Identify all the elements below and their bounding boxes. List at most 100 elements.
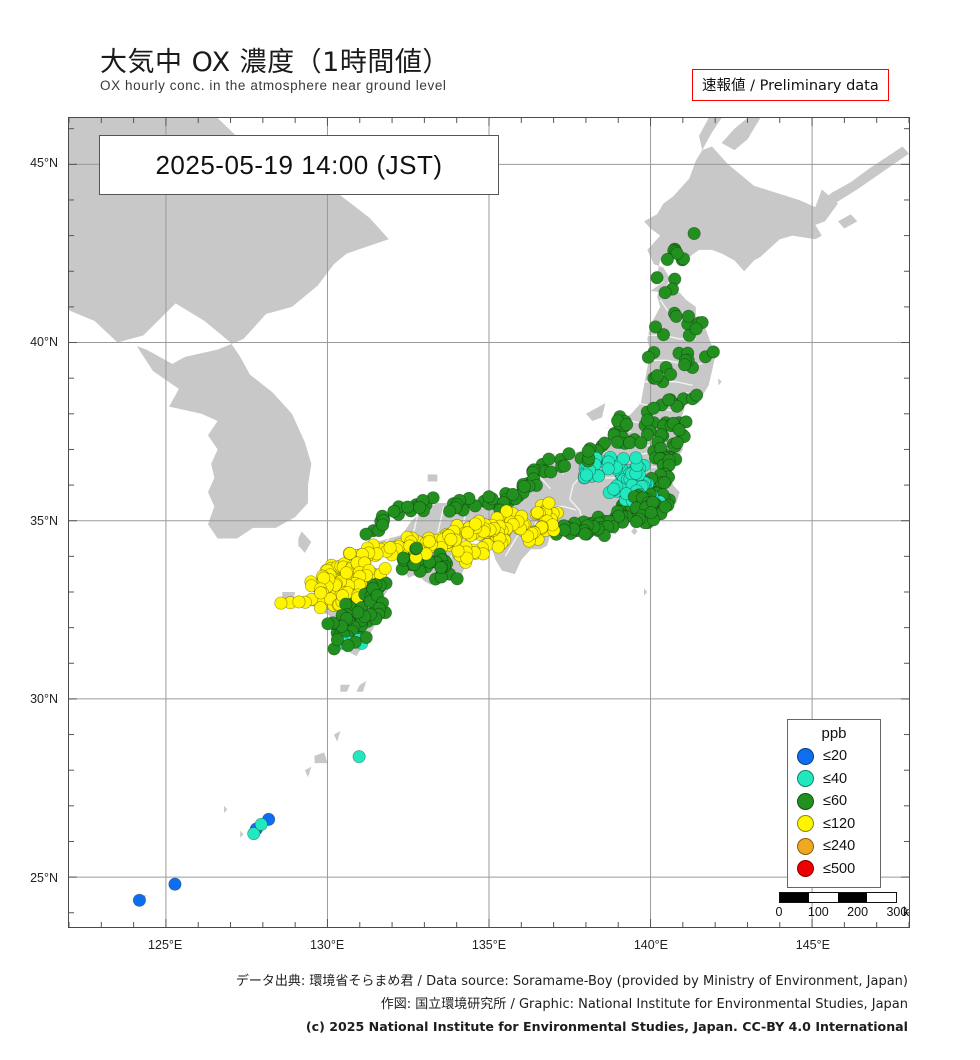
observation-point[interactable] (597, 436, 612, 450)
observation-point[interactable] (644, 506, 658, 520)
observation-point[interactable] (580, 468, 594, 482)
observation-point[interactable] (562, 447, 576, 461)
observation-point[interactable] (168, 877, 182, 891)
observation-point[interactable] (648, 320, 663, 334)
observation-point[interactable] (647, 401, 661, 415)
observation-point[interactable] (656, 328, 671, 342)
island-16 (224, 805, 228, 813)
scale-unit-label: km (903, 905, 910, 919)
observation-point[interactable] (313, 601, 327, 615)
observation-point[interactable] (460, 526, 474, 540)
observation-point[interactable] (254, 817, 268, 831)
observation-point[interactable] (690, 388, 704, 402)
observation-point[interactable] (314, 586, 328, 600)
observation-point[interactable] (450, 572, 464, 586)
observation-point[interactable] (376, 518, 390, 532)
observation-point[interactable] (650, 271, 664, 285)
observation-point[interactable] (616, 452, 630, 466)
legend-item-40[interactable]: ≤40 (788, 768, 880, 791)
observation-point[interactable] (247, 827, 261, 841)
legend-item-240[interactable]: ≤240 (788, 835, 880, 858)
observation-point[interactable] (664, 367, 678, 381)
observation-point[interactable] (378, 561, 392, 576)
observation-point[interactable] (581, 444, 595, 458)
observation-point[interactable] (530, 506, 544, 520)
observation-point[interactable] (409, 541, 424, 555)
observation-point[interactable] (670, 436, 684, 450)
observation-point[interactable] (451, 544, 465, 558)
observation-point[interactable] (491, 540, 505, 554)
observation-point[interactable] (681, 309, 696, 323)
observation-point[interactable] (330, 633, 344, 647)
observation-point[interactable] (544, 465, 558, 479)
observation-point[interactable] (623, 436, 637, 450)
observation-point[interactable] (672, 423, 686, 437)
legend-item-20[interactable]: ≤20 (788, 745, 880, 768)
legend-item-label: ≤60 (823, 793, 848, 810)
observation-point[interactable] (610, 435, 624, 449)
observation-point[interactable] (578, 527, 592, 541)
observation-point[interactable] (634, 436, 648, 450)
observation-point[interactable] (321, 617, 335, 631)
scale-tick-label: 300 (886, 905, 908, 919)
observation-point[interactable] (620, 417, 634, 431)
observation-point[interactable] (607, 482, 621, 496)
observation-point[interactable] (706, 345, 720, 359)
observation-point[interactable] (557, 459, 572, 473)
legend-item-120[interactable]: ≤120 (788, 813, 880, 836)
observation-point[interactable] (689, 322, 703, 336)
observation-point[interactable] (292, 595, 306, 609)
observation-point[interactable] (629, 451, 643, 465)
legend-item-60[interactable]: ≤60 (788, 790, 880, 813)
observation-point[interactable] (542, 496, 556, 510)
observation-point[interactable] (339, 566, 353, 580)
observation-point[interactable] (317, 571, 331, 585)
observation-point[interactable] (679, 415, 693, 429)
observation-point[interactable] (444, 532, 458, 546)
observation-point[interactable] (460, 551, 474, 565)
observation-point[interactable] (396, 551, 410, 565)
observation-point[interactable] (670, 246, 684, 260)
observation-point[interactable] (677, 358, 692, 372)
observation-point[interactable] (660, 252, 674, 266)
island-18 (644, 588, 648, 596)
observation-point[interactable] (641, 350, 655, 364)
observation-point[interactable] (601, 462, 615, 476)
observation-point[interactable] (434, 560, 448, 575)
observation-point[interactable] (658, 500, 672, 514)
map-plot-area[interactable]: 2025-05-19 14:00 (JST) ppb ≤20 ≤40 ≤60 ≤120… (68, 117, 910, 928)
observation-point[interactable] (506, 487, 520, 501)
observation-point[interactable] (274, 596, 288, 610)
observation-point[interactable] (132, 893, 146, 907)
observation-point[interactable] (422, 534, 436, 548)
observation-point[interactable] (468, 517, 482, 531)
observation-point[interactable] (629, 515, 643, 529)
observation-point[interactable] (383, 541, 397, 555)
observation-point[interactable] (517, 479, 531, 494)
observation-point[interactable] (657, 476, 672, 490)
observation-point[interactable] (650, 369, 664, 383)
island-7 (718, 378, 722, 386)
observation-point[interactable] (359, 630, 373, 645)
observation-point[interactable] (662, 393, 676, 407)
observation-point[interactable] (343, 546, 357, 560)
observation-point[interactable] (669, 309, 683, 323)
observation-point[interactable] (542, 452, 556, 466)
observation-point[interactable] (359, 527, 373, 541)
observation-point[interactable] (352, 750, 366, 764)
observation-point[interactable] (687, 226, 701, 241)
observation-point[interactable] (500, 504, 514, 518)
observation-point[interactable] (640, 413, 654, 427)
observation-point[interactable] (612, 509, 626, 523)
scale-tick-label: 0 (775, 905, 783, 919)
observation-point[interactable] (658, 286, 672, 300)
observation-point[interactable] (482, 490, 496, 504)
x-axis-tick-label: 135°E (471, 938, 507, 952)
legend-item-500[interactable]: ≤500 (788, 858, 880, 881)
observation-point[interactable] (341, 639, 355, 653)
observation-point[interactable] (351, 605, 365, 619)
observation-point[interactable] (387, 504, 401, 518)
observation-point[interactable] (413, 501, 427, 515)
observation-point[interactable] (443, 504, 457, 518)
observation-point[interactable] (401, 500, 415, 514)
